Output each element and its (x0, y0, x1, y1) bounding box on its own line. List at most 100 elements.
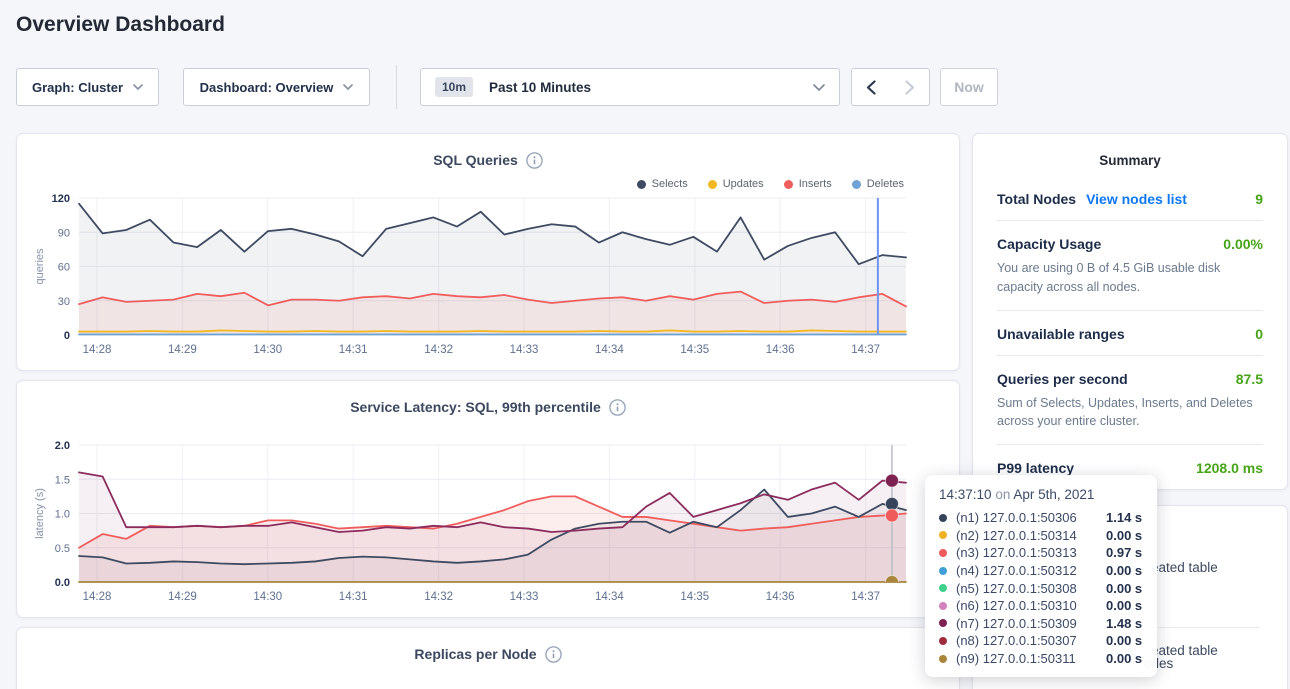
svg-text:1.0: 1.0 (55, 509, 70, 521)
svg-text:14:28: 14:28 (83, 344, 112, 356)
summary-value: 0 (1255, 326, 1263, 342)
time-prev-button[interactable] (851, 68, 891, 106)
svg-text:0.5: 0.5 (55, 543, 70, 555)
info-icon[interactable] (609, 399, 626, 416)
info-icon[interactable] (545, 646, 562, 663)
chevron-down-icon (813, 84, 825, 91)
graph-dropdown[interactable]: Graph: Cluster (16, 68, 159, 106)
tooltip-node-row: (n9) 127.0.0.1:503110.00 s (939, 650, 1143, 668)
legend-item[interactable]: Inserts (784, 178, 832, 190)
tooltip-node-value: 0.00 s (1106, 563, 1142, 578)
dashboard-dropdown-label: Dashboard: Overview (200, 80, 334, 95)
summary-label: Unavailable ranges (997, 326, 1125, 342)
tooltip-node-value: 0.97 s (1106, 545, 1142, 560)
legend-dot-icon (784, 180, 793, 189)
chevron-left-icon (866, 80, 876, 95)
tooltip-node-label: (n5) 127.0.0.1:50308 (956, 581, 1106, 596)
tooltip-node-row: (n1) 127.0.0.1:503061.14 s (939, 509, 1143, 527)
time-range-badge: 10m (435, 77, 473, 97)
legend-item[interactable]: Selects (637, 178, 688, 190)
toolbar-divider (396, 65, 397, 109)
summary-label: P99 latency (997, 460, 1074, 476)
svg-text:14:29: 14:29 (168, 591, 197, 603)
tooltip-node-value: 0.00 s (1106, 651, 1142, 666)
summary-label: Queries per second (997, 371, 1128, 387)
tooltip-node-value: 0.00 s (1106, 581, 1142, 596)
node-color-dot-icon (939, 549, 947, 557)
summary-value: 9 (1255, 191, 1263, 207)
time-range-picker[interactable]: 10m Past 10 Minutes (420, 68, 840, 106)
node-color-dot-icon (939, 567, 947, 575)
tooltip-node-value: 0.00 s (1106, 528, 1142, 543)
time-range-label: Past 10 Minutes (489, 80, 591, 95)
svg-text:14:37: 14:37 (851, 591, 880, 603)
tooltip-node-label: (n4) 127.0.0.1:50312 (956, 563, 1106, 578)
tooltip-node-row: (n2) 127.0.0.1:503140.00 s (939, 527, 1143, 545)
node-color-dot-icon (939, 531, 947, 539)
tooltip-node-label: (n3) 127.0.0.1:50313 (956, 545, 1106, 560)
legend-item[interactable]: Updates (708, 178, 764, 190)
summary-description: Sum of Selects, Updates, Inserts, and De… (997, 394, 1263, 432)
chevron-down-icon (133, 84, 143, 90)
svg-text:14:32: 14:32 (424, 591, 453, 603)
sql-queries-chart[interactable]: 030609012014:2814:2914:3014:3114:3214:33… (17, 190, 961, 366)
legend-label: Selects (652, 178, 688, 190)
svg-text:14:31: 14:31 (339, 344, 368, 356)
now-button[interactable]: Now (940, 68, 998, 106)
page-title: Overview Dashboard (16, 13, 225, 37)
sql-queries-title: SQL Queries (17, 150, 959, 170)
summary-rows: Total NodesView nodes list9Capacity Usag… (997, 176, 1263, 489)
legend-label: Deletes (867, 178, 904, 190)
summary-row: Queries per second87.5Sum of Selects, Up… (997, 356, 1263, 446)
event-text-fragment: eated table (1151, 560, 1218, 575)
tooltip-node-row: (n6) 127.0.0.1:503100.00 s (939, 597, 1143, 615)
service-latency-title: Service Latency: SQL, 99th percentile (17, 397, 959, 417)
tooltip-node-row: (n4) 127.0.0.1:503120.00 s (939, 562, 1143, 580)
summary-row: Unavailable ranges 0 (997, 311, 1263, 356)
tooltip-node-value: 0.00 s (1106, 598, 1142, 613)
svg-text:queries: queries (34, 248, 46, 285)
tooltip-node-label: (n2) 127.0.0.1:50314 (956, 528, 1106, 543)
svg-text:14:33: 14:33 (510, 591, 539, 603)
svg-text:14:37: 14:37 (851, 344, 880, 356)
summary-row: Total NodesView nodes list9 (997, 176, 1263, 221)
svg-text:14:35: 14:35 (680, 591, 709, 603)
dashboard-dropdown[interactable]: Dashboard: Overview (183, 68, 370, 106)
svg-text:14:28: 14:28 (83, 591, 112, 603)
svg-text:14:30: 14:30 (253, 344, 282, 356)
chevron-down-icon (343, 84, 353, 90)
summary-row: Capacity Usage0.00%You are using 0 B of … (997, 221, 1263, 311)
svg-text:14:34: 14:34 (595, 344, 624, 356)
summary-title: Summary (997, 153, 1263, 168)
sql-queries-legend: Selects Updates Inserts Deletes (637, 178, 904, 190)
svg-text:14:32: 14:32 (424, 344, 453, 356)
tooltip-node-row: (n7) 127.0.0.1:503091.48 s (939, 615, 1143, 633)
summary-value: 1208.0 ms (1196, 460, 1263, 476)
summary-value: 0.00% (1223, 236, 1263, 252)
tooltip-node-label: (n8) 127.0.0.1:50307 (956, 633, 1106, 648)
service-latency-chart[interactable]: 0.00.51.01.52.014:2814:2914:3014:3114:32… (17, 437, 961, 613)
legend-label: Inserts (799, 178, 832, 190)
svg-text:2.0: 2.0 (55, 440, 70, 452)
tooltip-node-label: (n6) 127.0.0.1:50310 (956, 598, 1106, 613)
tooltip-node-row: (n5) 127.0.0.1:503080.00 s (939, 579, 1143, 597)
view-nodes-list-link[interactable]: View nodes list (1086, 191, 1187, 207)
node-color-dot-icon (939, 602, 947, 610)
legend-dot-icon (708, 180, 717, 189)
replicas-per-node-title: Replicas per Node (17, 644, 959, 664)
node-color-dot-icon (939, 619, 947, 627)
summary-panel: Summary Total NodesView nodes list9Capac… (972, 133, 1288, 490)
svg-text:14:35: 14:35 (680, 344, 709, 356)
svg-text:14:36: 14:36 (766, 591, 795, 603)
time-next-button[interactable] (890, 68, 930, 106)
tooltip-node-value: 0.00 s (1106, 633, 1142, 648)
svg-text:30: 30 (58, 296, 70, 308)
summary-description: You are using 0 B of 4.5 GiB usable disk… (997, 259, 1263, 297)
tooltip-node-label: (n7) 127.0.0.1:50309 (956, 616, 1106, 631)
info-icon[interactable] (526, 152, 543, 169)
legend-dot-icon (852, 180, 861, 189)
legend-item[interactable]: Deletes (852, 178, 904, 190)
tooltip-node-label: (n1) 127.0.0.1:50306 (956, 510, 1106, 525)
svg-text:60: 60 (58, 262, 70, 274)
svg-text:14:29: 14:29 (168, 344, 197, 356)
